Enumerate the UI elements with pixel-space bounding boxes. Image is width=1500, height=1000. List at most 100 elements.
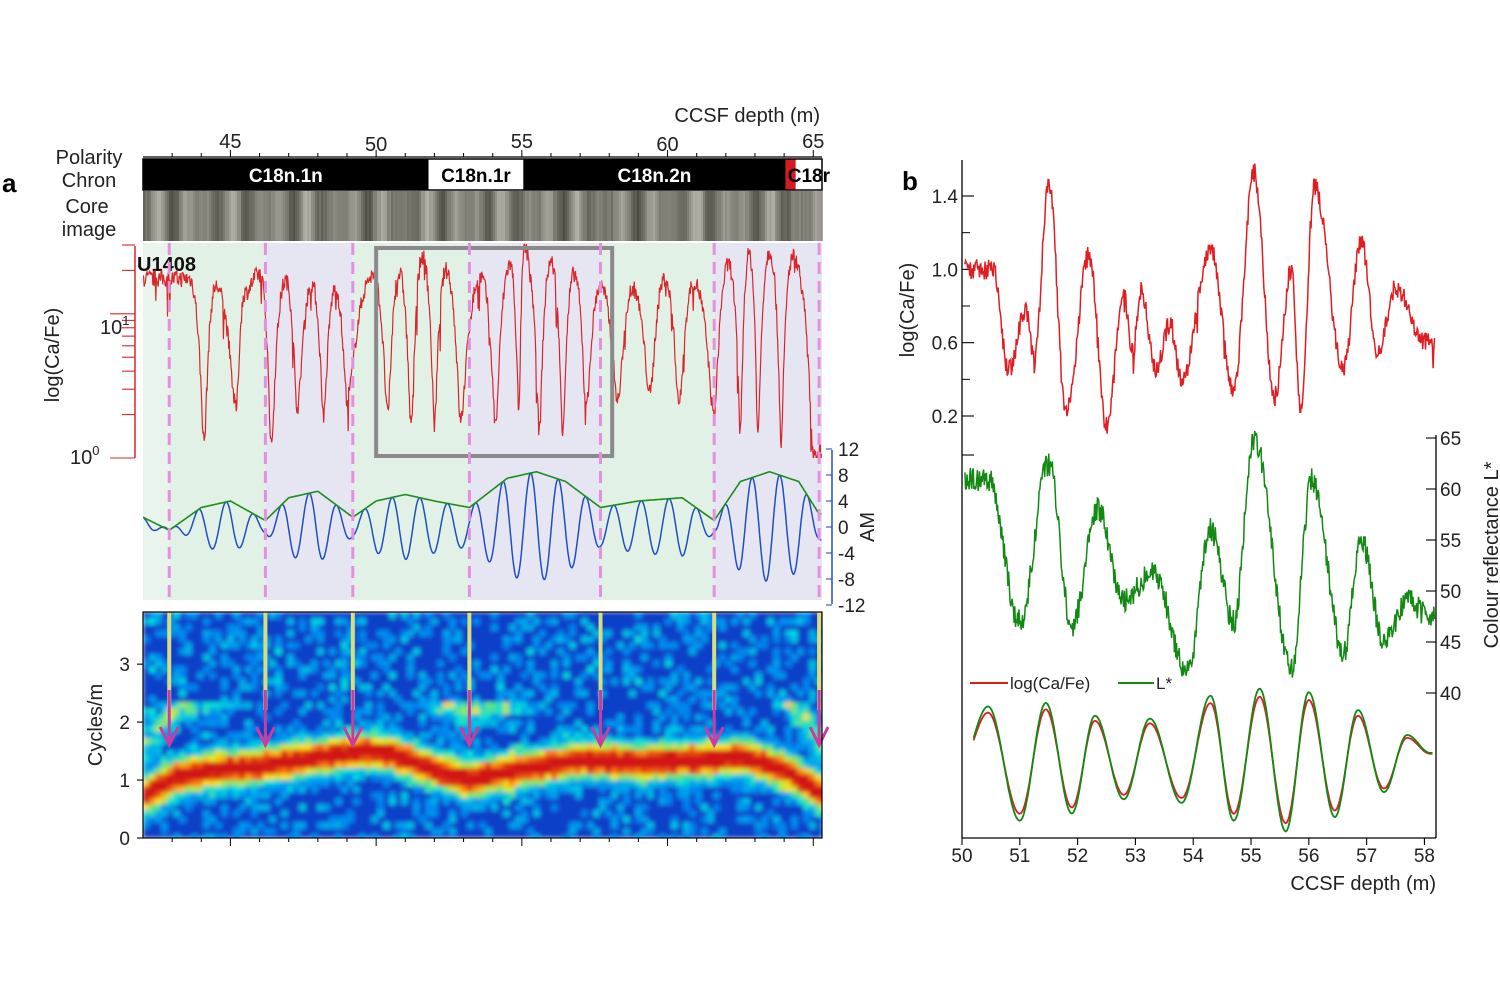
core-image-stripe xyxy=(795,191,797,241)
spectrogram-cell xyxy=(197,720,204,727)
spectrogram-cell xyxy=(299,672,306,679)
spectrogram-cell xyxy=(779,834,786,838)
spectrogram-cell xyxy=(617,714,624,721)
spectrogram-cell xyxy=(623,630,630,637)
spectrogram-cell xyxy=(149,618,156,625)
core-image-stripe xyxy=(351,191,353,241)
spectrogram-cell xyxy=(191,762,198,769)
spectrogram-cell xyxy=(431,792,438,799)
spectrogram-cell xyxy=(527,780,534,787)
core-image-stripe xyxy=(233,191,235,241)
spectrogram-cell xyxy=(653,762,660,769)
spectrogram-cell xyxy=(503,798,510,805)
spectrogram-cell xyxy=(299,738,306,745)
spectrogram-cell xyxy=(179,702,186,709)
spectrogram-cell xyxy=(527,798,534,805)
core-image-stripe xyxy=(793,191,795,241)
spectrogram-cell xyxy=(527,768,534,775)
spectrogram-cell xyxy=(419,786,426,793)
spectrogram-cell xyxy=(203,810,210,817)
spectrogram-cell xyxy=(155,798,162,805)
spectrogram-cell xyxy=(779,762,786,769)
spectrogram-cell xyxy=(635,792,642,799)
spectrogram-cell xyxy=(155,792,162,799)
spectrogram-cell xyxy=(533,756,540,763)
core-image-stripe xyxy=(525,191,527,241)
spectrogram-cell xyxy=(683,636,690,643)
spectrogram-cell xyxy=(521,774,528,781)
spectrogram-cell xyxy=(143,660,150,667)
spectrogram-cell xyxy=(347,648,354,655)
spectrogram-cell xyxy=(431,702,438,709)
spectrogram-cell xyxy=(695,738,702,745)
spectrogram-cell xyxy=(323,738,330,745)
spectrogram-cell xyxy=(503,756,510,763)
spectrogram-cell xyxy=(755,744,762,751)
core-image-stripe xyxy=(753,191,755,241)
spectrogram-cell xyxy=(389,750,396,757)
spectrogram-cell xyxy=(731,642,738,649)
spectrogram-cell xyxy=(563,780,570,787)
core-image-stripe xyxy=(267,191,269,241)
spectrogram-cell xyxy=(509,654,516,661)
spectrogram-cell xyxy=(161,738,168,745)
am-axis-tick-label: 12 xyxy=(838,440,859,461)
spectrogram-cell xyxy=(275,780,282,787)
spectrogram-cell xyxy=(653,768,660,775)
spectrogram-cell xyxy=(371,732,378,739)
core-image-stripe xyxy=(239,191,241,241)
core-image-stripe xyxy=(243,191,245,241)
spectrogram-cell xyxy=(629,762,636,769)
core-image-stripe xyxy=(147,191,149,241)
spectrogram-cell xyxy=(761,822,768,829)
spectrogram-cell xyxy=(215,708,222,715)
spectrogram-cell xyxy=(347,732,354,739)
spectrogram-cell xyxy=(149,726,156,733)
spectrogram-cell xyxy=(461,774,468,781)
spectrogram-cell xyxy=(149,654,156,661)
spectrogram-cell xyxy=(809,636,816,643)
core-image-stripe xyxy=(735,191,737,241)
core-image-stripe xyxy=(701,191,703,241)
spectrogram-cell xyxy=(227,774,234,781)
spectrogram-cell xyxy=(683,834,690,838)
core-image-stripe xyxy=(619,191,621,241)
spectrogram-cell xyxy=(791,654,798,661)
spectrogram-cell xyxy=(395,822,402,829)
spectrogram-cell xyxy=(653,660,660,667)
core-image-stripe xyxy=(441,191,443,241)
spectrogram-cell xyxy=(407,666,414,673)
spectrogram-cell xyxy=(689,828,696,835)
spectrogram-cell xyxy=(563,612,570,619)
spectrogram-cell xyxy=(695,774,702,781)
spectrogram-cell xyxy=(209,732,216,739)
spectrogram-cell xyxy=(557,774,564,781)
spectrogram-cell xyxy=(713,750,720,757)
spectrogram-cell xyxy=(359,648,366,655)
spectrogram-cell xyxy=(263,774,270,781)
spectrogram-cell xyxy=(665,642,672,649)
spectrogram-cell xyxy=(569,744,576,751)
spectrogram-cell xyxy=(539,744,546,751)
spectrogram-cell xyxy=(551,786,558,793)
spectrogram-cell xyxy=(227,750,234,757)
spectrogram-cell xyxy=(731,696,738,703)
spectrogram-cell xyxy=(509,702,516,709)
spectrogram-cell xyxy=(407,768,414,775)
spectrogram-cell xyxy=(629,750,636,757)
spectrogram-cell xyxy=(239,750,246,757)
spectrogram-cell xyxy=(611,816,618,823)
spectrogram-cell xyxy=(311,756,318,763)
core-image-stripe xyxy=(257,191,259,241)
core-image-stripe xyxy=(647,191,649,241)
spectrogram-cell xyxy=(533,774,540,781)
spectrogram-cell xyxy=(341,636,348,643)
spectrogram-cell xyxy=(281,732,288,739)
panel-b-x-tick-label: 52 xyxy=(1067,846,1088,867)
spectrogram-cell xyxy=(761,756,768,763)
spectrogram-cell xyxy=(371,744,378,751)
spectrogram-cell xyxy=(509,720,516,727)
spectrogram-cell xyxy=(677,756,684,763)
spectrogram-cell xyxy=(611,750,618,757)
spectrogram-cell xyxy=(359,834,366,838)
